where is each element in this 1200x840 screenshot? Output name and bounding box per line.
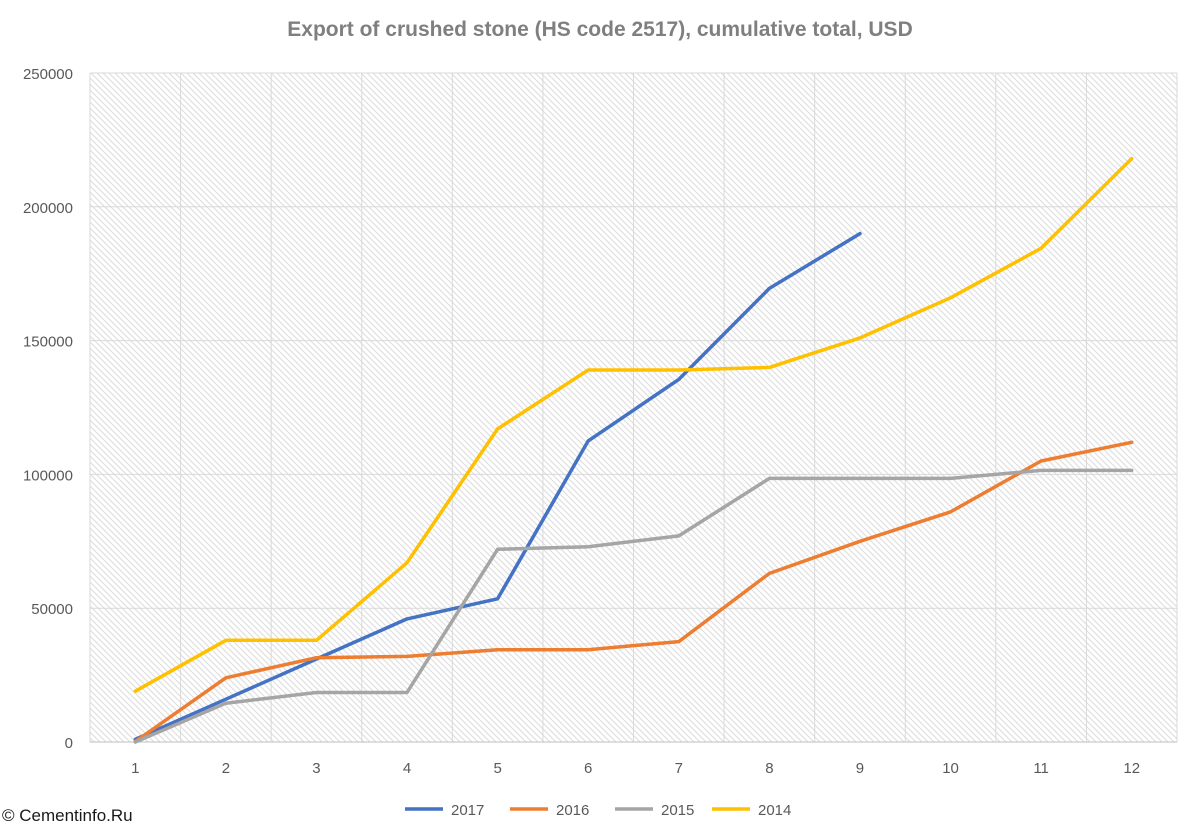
x-tick-label: 9 (856, 760, 864, 777)
series-lines (133, 156, 1134, 744)
grid-lines (89, 72, 1178, 742)
legend-label-2015: 2015 (661, 802, 694, 819)
legend-label-2014: 2014 (758, 802, 791, 819)
x-tick-label: 5 (493, 760, 501, 777)
legend-label-2017: 2017 (451, 802, 484, 819)
x-tick-label: 3 (312, 760, 320, 777)
y-tick-label: 250000 (23, 66, 73, 83)
legend-label-2016: 2016 (556, 802, 589, 819)
series-line-2014 (133, 156, 1134, 693)
y-tick-label: 50000 (31, 601, 73, 618)
x-tick-label: 10 (942, 760, 959, 777)
series-line-2017 (133, 231, 862, 742)
series-line-2016 (133, 440, 1134, 744)
y-tick-label: 150000 (23, 334, 73, 351)
x-tick-label: 7 (675, 760, 683, 777)
y-tick-label: 200000 (23, 200, 73, 217)
chart-title: Export of crushed stone (HS code 2517), … (287, 18, 913, 41)
x-tick-label: 12 (1123, 760, 1140, 777)
y-tick-label: 100000 (23, 467, 73, 484)
x-tick-label: 6 (584, 760, 592, 777)
x-tick-label: 2 (222, 760, 230, 777)
y-tick-label: 0 (65, 735, 73, 752)
x-tick-label: 1 (131, 760, 139, 777)
legend: 2017 2016 2015 2014 (405, 802, 791, 819)
watermark: © Cementinfo.Ru (2, 806, 133, 825)
series-line-2015 (133, 468, 1134, 744)
x-tick-label: 4 (403, 760, 411, 777)
x-tick-label: 8 (765, 760, 773, 777)
x-tick-label: 11 (1033, 760, 1049, 777)
